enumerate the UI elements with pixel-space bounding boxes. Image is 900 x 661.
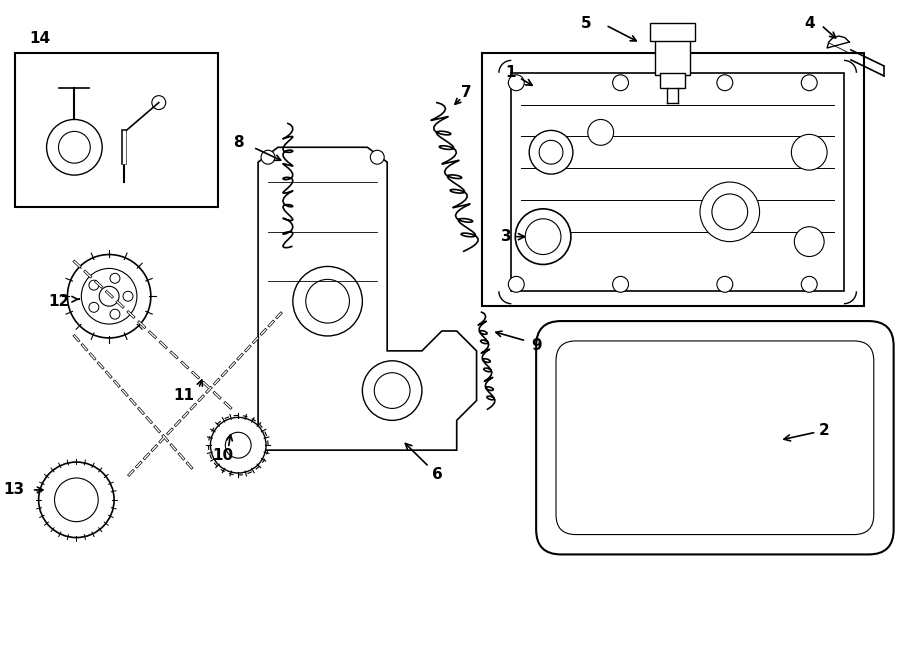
Polygon shape [258, 147, 477, 450]
FancyBboxPatch shape [556, 341, 874, 535]
FancyBboxPatch shape [511, 73, 844, 292]
Circle shape [801, 276, 817, 292]
Circle shape [89, 302, 99, 312]
FancyBboxPatch shape [482, 53, 864, 306]
Circle shape [526, 219, 561, 254]
Text: 5: 5 [580, 16, 591, 30]
Circle shape [791, 134, 827, 170]
Circle shape [795, 227, 824, 256]
Circle shape [801, 75, 817, 91]
Circle shape [225, 432, 251, 458]
Circle shape [89, 280, 99, 290]
Circle shape [261, 150, 275, 164]
Circle shape [370, 150, 384, 164]
FancyBboxPatch shape [651, 23, 695, 41]
Circle shape [99, 286, 119, 306]
Circle shape [700, 182, 760, 242]
Circle shape [717, 75, 733, 91]
Circle shape [306, 280, 349, 323]
Circle shape [81, 268, 137, 324]
Text: 11: 11 [173, 388, 194, 403]
Circle shape [39, 462, 114, 537]
Text: 13: 13 [4, 483, 24, 497]
Circle shape [613, 276, 628, 292]
Circle shape [363, 361, 422, 420]
Circle shape [68, 254, 151, 338]
Circle shape [152, 96, 166, 110]
Text: 6: 6 [405, 444, 443, 483]
Circle shape [613, 75, 628, 91]
FancyBboxPatch shape [661, 73, 685, 88]
Text: 12: 12 [49, 293, 69, 309]
Circle shape [58, 132, 90, 163]
FancyBboxPatch shape [655, 31, 690, 75]
Circle shape [529, 130, 573, 174]
Text: 2: 2 [784, 423, 830, 441]
Text: 4: 4 [804, 16, 814, 30]
Circle shape [588, 120, 614, 145]
Text: 8: 8 [233, 135, 244, 150]
Text: 1: 1 [506, 65, 532, 85]
FancyBboxPatch shape [14, 53, 219, 207]
Circle shape [110, 274, 120, 284]
Circle shape [47, 120, 103, 175]
Text: 9: 9 [531, 338, 542, 354]
Circle shape [292, 266, 363, 336]
Circle shape [374, 373, 410, 408]
Text: 3: 3 [500, 229, 525, 244]
Text: 14: 14 [29, 30, 50, 46]
Circle shape [110, 309, 120, 319]
Polygon shape [827, 36, 850, 48]
Circle shape [508, 75, 524, 91]
Circle shape [55, 478, 98, 522]
Circle shape [539, 140, 563, 164]
Circle shape [717, 276, 733, 292]
Text: 10: 10 [212, 447, 234, 463]
Circle shape [211, 417, 266, 473]
Circle shape [516, 209, 571, 264]
Circle shape [712, 194, 748, 230]
Circle shape [123, 292, 133, 301]
Text: 7: 7 [462, 85, 472, 100]
FancyBboxPatch shape [536, 321, 894, 555]
Circle shape [508, 276, 524, 292]
